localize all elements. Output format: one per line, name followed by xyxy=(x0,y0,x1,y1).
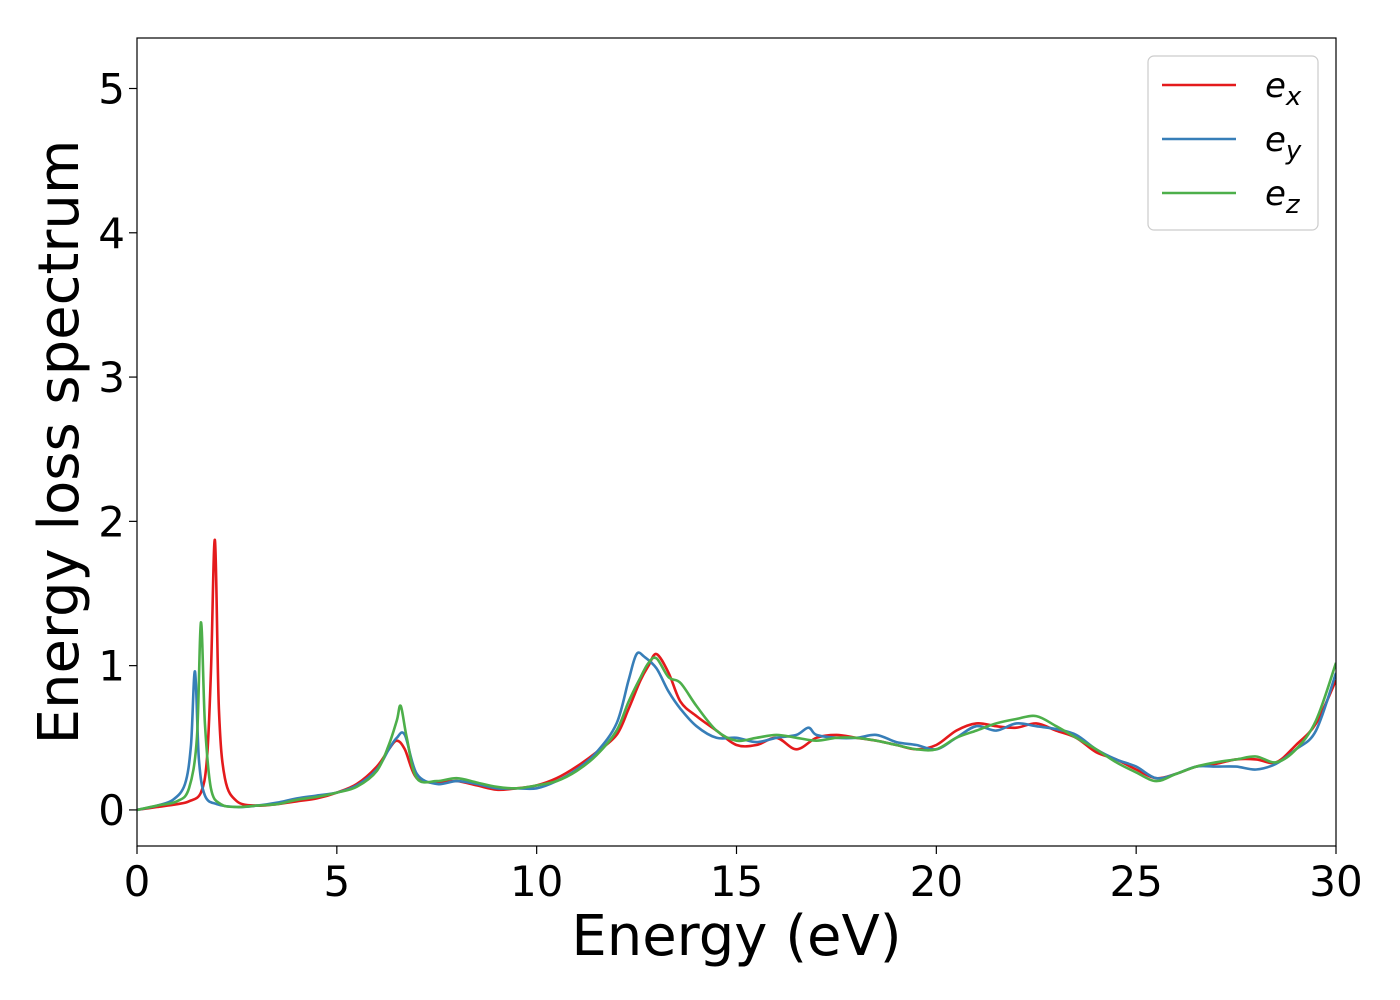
y-tick-label: 4 xyxy=(98,209,125,258)
series-line-z xyxy=(137,621,1336,812)
x-tick-label: 15 xyxy=(710,857,763,906)
y-tick-label: 2 xyxy=(98,497,125,546)
y-tick-label: 5 xyxy=(98,65,125,114)
axis-ticks: 0 5 10 15 20 25 30 0 1 2 3 4 5 xyxy=(98,65,1362,907)
legend-label-y: ey xyxy=(1265,120,1302,166)
y-tick-label: 3 xyxy=(98,353,125,402)
y-axis-label: Energy loss spectrum xyxy=(27,140,92,745)
series-line-y xyxy=(137,651,1336,812)
legend-label-x: ex xyxy=(1265,66,1302,112)
series-line-x xyxy=(137,538,1336,812)
series-lines xyxy=(137,538,1336,812)
y-tick-label: 1 xyxy=(98,642,125,691)
x-tick-label: 30 xyxy=(1309,857,1362,906)
x-axis-label: Energy (eV) xyxy=(571,904,901,969)
legend-box xyxy=(1147,55,1319,231)
x-tick-label: 5 xyxy=(323,857,350,906)
x-tick-label: 20 xyxy=(910,857,963,906)
x-tick-label: 10 xyxy=(510,857,563,906)
legend-label-z: ez xyxy=(1265,174,1301,220)
x-tick-label: 25 xyxy=(1109,857,1162,906)
x-tick-label: 0 xyxy=(124,857,151,906)
y-tick-label: 0 xyxy=(98,786,125,835)
legend: ex ey ez xyxy=(1147,55,1319,231)
